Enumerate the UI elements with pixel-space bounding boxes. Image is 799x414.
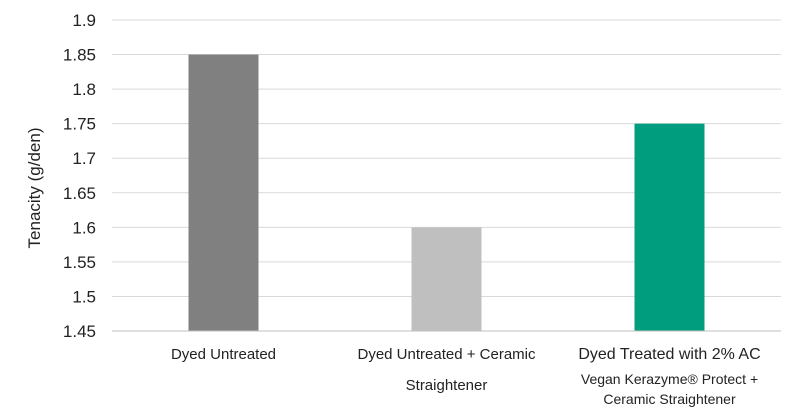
y-tick-label: 1.8: [72, 80, 96, 99]
bar: [634, 123, 705, 332]
y-tick-label: 1.75: [63, 115, 96, 134]
x-tick-label: Ceramic Straightener: [603, 391, 736, 407]
y-tick-labels: 1.9 1.85 1.8 1.75 1.7 1.65 1.6 1.55 1.5 1.45: [63, 11, 96, 341]
x-tick-label: Dyed Treated with 2% AC: [578, 346, 760, 363]
y-tick-label: 1.65: [63, 184, 96, 203]
y-tick-label: 1.45: [63, 322, 96, 341]
x-tick-label: Dyed Untreated: [171, 346, 276, 363]
y-tick-label: 1.7: [72, 149, 96, 168]
x-tick-labels: Dyed Untreated Dyed Untreated + Ceramic St…: [171, 346, 761, 407]
y-tick-label: 1.6: [72, 218, 96, 237]
bar: [411, 227, 482, 331]
x-tick-label: Vegan Kerazyme® Protect +: [581, 371, 758, 387]
bars: [188, 54, 705, 332]
x-tick-label: Straightener: [406, 377, 488, 394]
y-axis-title: Tenacity (g/den): [25, 128, 44, 249]
x-tick-label: Dyed Untreated + Ceramic: [358, 346, 536, 363]
y-tick-label: 1.55: [63, 253, 96, 272]
y-tick-label: 1.5: [72, 287, 96, 306]
y-tick-label: 1.9: [72, 11, 96, 30]
bar: [188, 54, 259, 332]
y-tick-label: 1.85: [63, 46, 96, 65]
